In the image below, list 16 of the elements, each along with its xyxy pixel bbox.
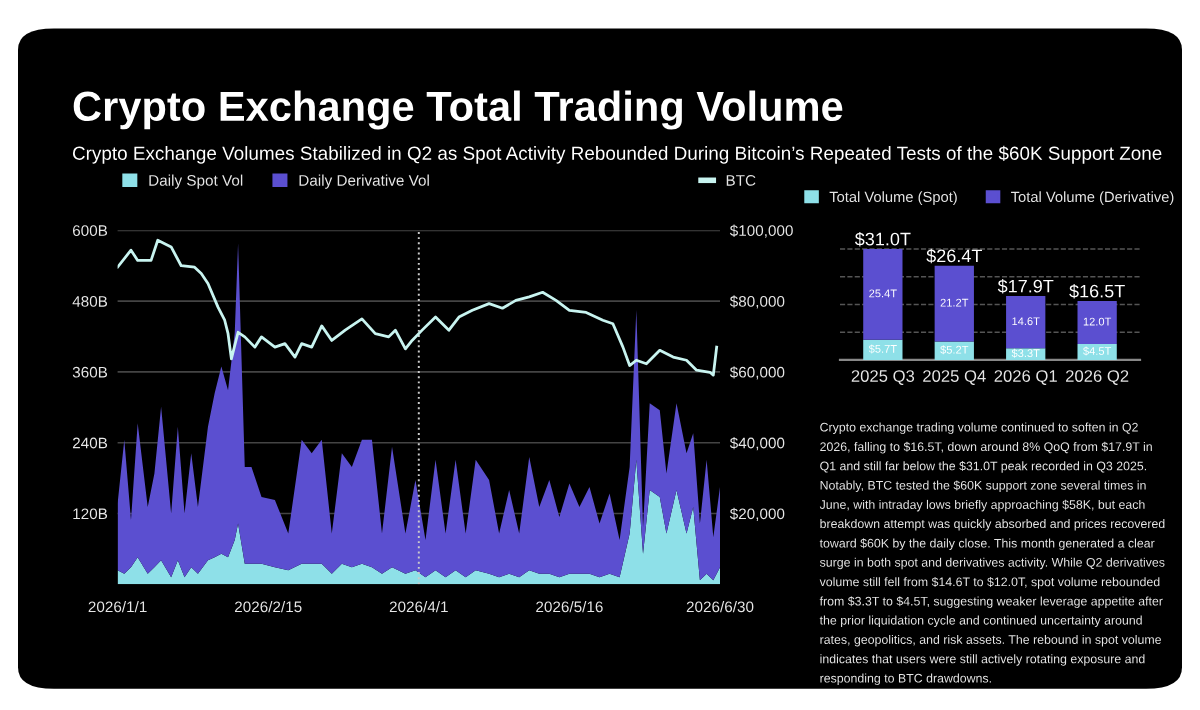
chart-title: Crypto Exchange Total Trading Volume xyxy=(73,90,843,130)
x-tick-label: 2026 Q1 xyxy=(994,370,1057,385)
chart-subtitle: Crypto Exchange Volumes Stabilized in Q2 as Spot Activity Rebounded During Bitcoin’s Repeated Tests of the $60K Support Zone xyxy=(72,145,1162,164)
x-tick-label: 2025 Q4 xyxy=(923,370,986,385)
bar xyxy=(1006,296,1046,349)
bar xyxy=(934,265,974,342)
bar xyxy=(934,341,974,360)
line-series xyxy=(117,238,719,377)
annotation: $26.4T xyxy=(926,248,982,264)
bar xyxy=(1077,301,1117,344)
x-tick-label: 2026 Q2 xyxy=(1066,370,1129,385)
annotation: $16.5T xyxy=(1069,284,1125,299)
annotation: $17.9T xyxy=(997,279,1054,294)
bar xyxy=(863,249,903,340)
annotation: $31.0T xyxy=(854,231,911,247)
x-tick-label: 2025 Q3 xyxy=(851,370,915,385)
